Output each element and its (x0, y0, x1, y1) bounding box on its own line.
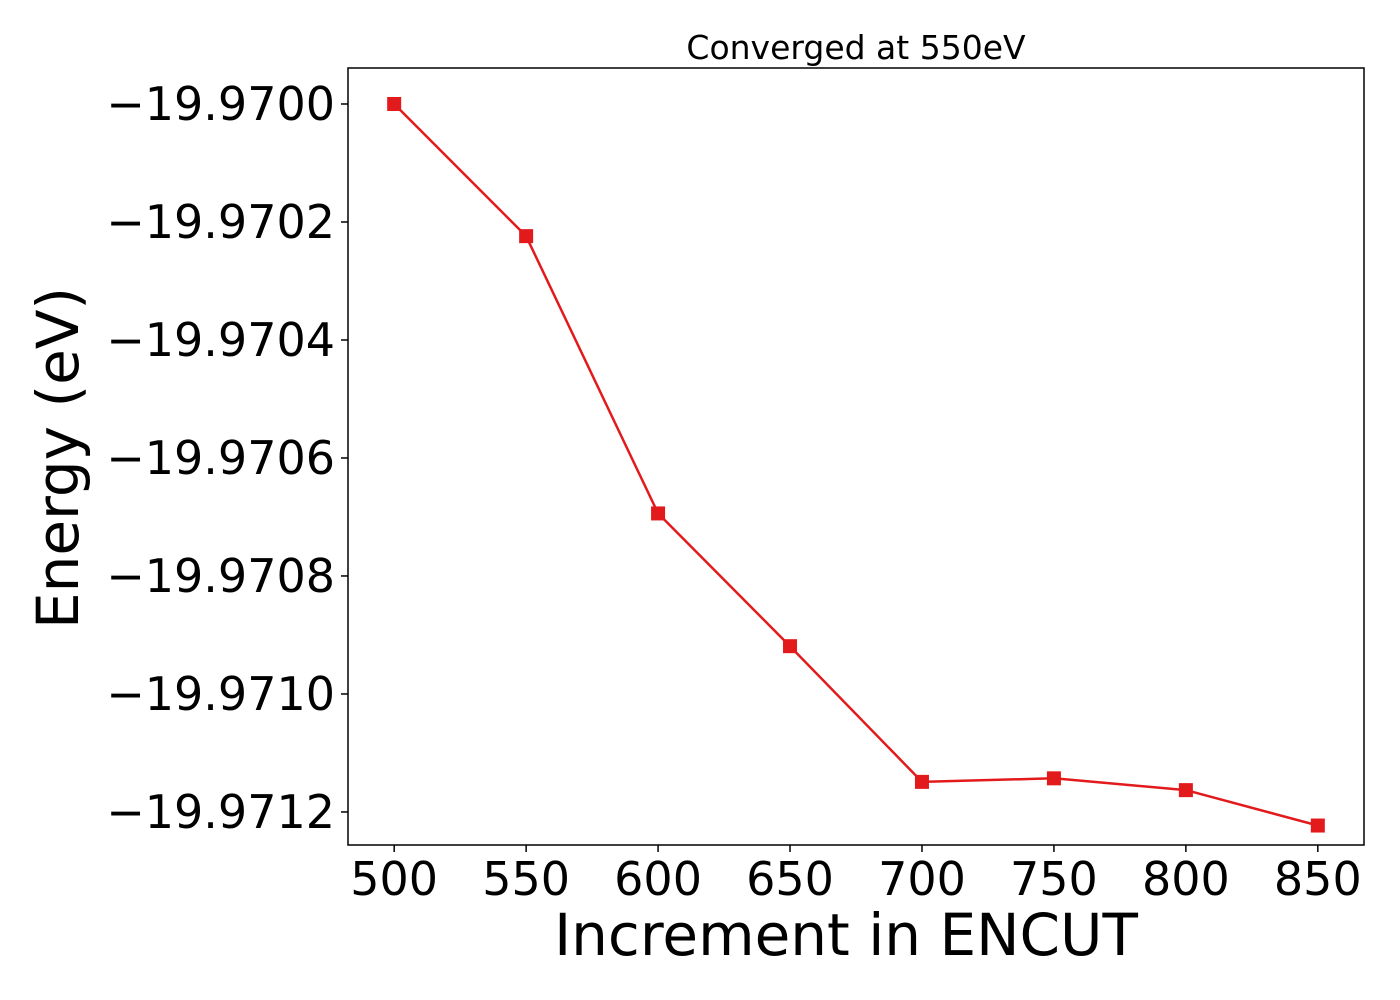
plot-area (347, 67, 1365, 846)
x-tick-label: 850 (1274, 852, 1362, 906)
series-line (393, 103, 1319, 827)
y-tick-label: −19.9706 (106, 431, 335, 485)
x-tick-label: 550 (482, 852, 570, 906)
y-axis-ticks: −19.9700 −19.9702 −19.9704 −19.9706 −19.9708… (106, 77, 348, 839)
y-tick-label: −19.9708 (106, 549, 335, 603)
y-tick-label: −19.9710 (106, 667, 335, 721)
y-tick-label: −19.9712 (106, 785, 335, 839)
y-axis-label: Energy (eV) (24, 287, 92, 629)
x-tick-label: 800 (1142, 852, 1230, 906)
x-tick-label: 650 (746, 852, 834, 906)
x-tick-label: 750 (1010, 852, 1098, 906)
data-point-marker (914, 774, 929, 789)
y-tick-label: −19.9704 (106, 313, 335, 367)
series-layer (387, 96, 1325, 833)
x-tick-label: 600 (614, 852, 702, 906)
y-tick-label: −19.9702 (106, 195, 335, 249)
x-axis-label: Increment in ENCUT (554, 901, 1138, 969)
data-point-marker (1046, 771, 1061, 786)
data-point-marker (1310, 818, 1325, 833)
y-tick-label: −19.9700 (106, 77, 335, 131)
chart-title: Converged at 550eV (686, 28, 1026, 67)
data-point-marker (783, 639, 798, 654)
data-point-marker (651, 506, 666, 521)
x-tick-label: 700 (878, 852, 966, 906)
data-point-marker (519, 229, 534, 244)
x-axis-ticks: 500 550 600 650 700 750 800 850 (350, 845, 1362, 906)
x-tick-label: 500 (350, 852, 438, 906)
data-point-marker (1178, 783, 1193, 798)
data-point-marker (387, 96, 402, 111)
